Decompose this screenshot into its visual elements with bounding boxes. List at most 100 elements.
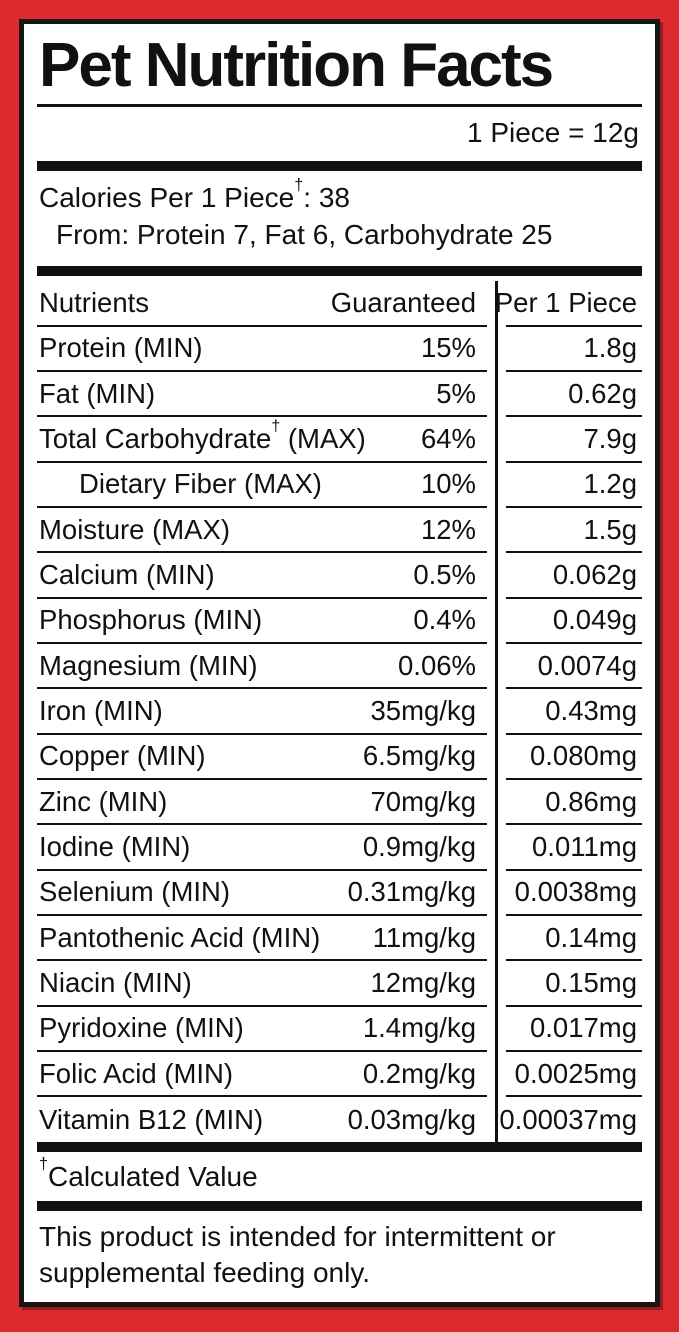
column-divider: [495, 372, 498, 418]
guaranteed-value: 35mg/kg: [370, 694, 476, 726]
nutrient-name: Copper (MIN): [39, 740, 206, 772]
table-row: Dietary Fiber (MAX) 10% 1.2g: [37, 462, 642, 509]
table-row: Phosphorus (MIN) 0.4% 0.049g: [37, 598, 642, 644]
table-row: Selenium (MIN) 0.31mg/kg 0.0038mg: [37, 870, 642, 916]
table-row: Folic Acid (MIN) 0.2mg/kg 0.0025mg: [37, 1051, 642, 1098]
thick-divider: [37, 161, 642, 172]
guaranteed-value: 70mg/kg: [370, 785, 476, 817]
per-piece-value: 0.080mg: [529, 740, 637, 772]
guaranteed-value: 64%: [420, 423, 476, 455]
guaranteed-value: 0.31mg/kg: [347, 876, 476, 908]
dagger-mark: †: [39, 1154, 49, 1173]
column-divider: [495, 779, 498, 826]
per-piece-value: 0.011mg: [532, 830, 637, 862]
nutrient-name: Iron (MIN): [39, 694, 163, 726]
guaranteed-value: 0.03mg/kg: [347, 1103, 476, 1135]
table-row: Magnesium (MIN) 0.06% 0.0074g: [37, 644, 642, 690]
column-divider: [495, 644, 498, 690]
column-divider: [495, 689, 498, 735]
page-title: Pet Nutrition Facts: [39, 31, 554, 100]
per-piece-value: 0.0038mg: [514, 876, 637, 908]
per-piece-value: 1.5g: [583, 513, 637, 545]
guaranteed-value: 1.4mg/kg: [362, 1012, 476, 1044]
calories-label: Calories Per 1 Piece: [39, 182, 295, 214]
column-divider: [495, 1006, 498, 1052]
table-row: Iodine (MIN) 0.9mg/kg 0.011mg: [37, 825, 642, 871]
table-row: Vitamin B12 (MIN) 0.03mg/kg 0.00037mg: [37, 1097, 642, 1143]
per-piece-value: 0.14mg: [545, 921, 637, 953]
column-divider: [495, 915, 498, 962]
guaranteed-value: 11mg/kg: [372, 921, 476, 953]
serving-size: 1 Piece = 12g: [466, 117, 639, 149]
table-row: Calcium (MIN) 0.5% 0.062g: [37, 553, 642, 599]
per-piece-value: 0.43mg: [545, 694, 637, 726]
column-divider: [495, 734, 498, 780]
nutrient-name: Selenium (MIN): [39, 876, 231, 908]
nutrient-name: Iodine (MIN): [39, 830, 191, 862]
per-piece-value: 0.017mg: [529, 1012, 637, 1044]
thick-divider: [37, 1142, 642, 1153]
guaranteed-value: 12%: [420, 513, 476, 545]
guaranteed-value: 0.9mg/kg: [362, 830, 476, 862]
calculated-value-note: †Calculated Value: [37, 1152, 642, 1201]
table-row: Protein (MIN) 15% 1.8g: [37, 326, 642, 373]
nutrient-name: Niacin (MIN): [39, 966, 192, 998]
nutrient-name: Phosphorus (MIN): [39, 604, 263, 636]
per-piece-value: 0.049g: [552, 604, 637, 636]
guaranteed-value: 0.2mg/kg: [362, 1057, 476, 1089]
feeding-statement: This product is intended for intermitten…: [39, 1221, 556, 1288]
per-piece-value: 7.9g: [583, 423, 637, 455]
nutrient-name: Folic Acid (MIN): [39, 1057, 234, 1089]
title-rule: [37, 104, 642, 108]
per-piece-value: 0.62g: [568, 377, 637, 409]
table-row: Total Carbohydrate† (MAX) 64% 7.9g: [37, 417, 642, 463]
nutrient-name: Pyridoxine (MIN): [39, 1012, 244, 1044]
table-row: Moisture (MAX) 12% 1.5g: [37, 508, 642, 554]
column-divider: [495, 281, 498, 327]
per-piece-value: 0.0025mg: [514, 1057, 637, 1089]
footnote-text: Calculated Value: [48, 1161, 258, 1193]
per-piece-value: 0.15mg: [545, 966, 637, 998]
nutrient-name: Total Carbohydrate† (MAX): [39, 417, 366, 455]
nutrient-name: Moisture (MAX): [39, 513, 230, 545]
per-piece-value: 0.86mg: [545, 785, 637, 817]
table-row: Copper (MIN) 6.5mg/kg 0.080mg: [37, 734, 642, 780]
column-divider: [495, 1051, 498, 1098]
nutrient-name: Vitamin B12 (MIN): [39, 1103, 264, 1135]
label-panel: Pet Nutrition Facts 1 Piece = 12g Calori…: [19, 19, 660, 1307]
guaranteed-value: 15%: [420, 332, 476, 364]
dagger-mark: †: [294, 175, 304, 194]
column-divider: [495, 825, 498, 871]
column-header-nutrients: Nutrients: [39, 287, 150, 319]
table-row: Pyridoxine (MIN) 1.4mg/kg 0.017mg: [37, 1006, 642, 1052]
table-row: Iron (MIN) 35mg/kg 0.43mg: [37, 689, 642, 735]
calories-from-line: From: Protein 7, Fat 6, Carbohydrate 25: [56, 219, 553, 251]
per-piece-value: 1.8g: [583, 332, 637, 364]
column-divider: [495, 961, 498, 1007]
column-header-guaranteed: Guaranteed: [330, 287, 476, 319]
thick-divider: [37, 1201, 642, 1212]
nutrient-name: Fat (MIN): [39, 377, 156, 409]
table-row: Zinc (MIN) 70mg/kg 0.86mg: [37, 779, 642, 826]
table-row: Pantothenic Acid (MIN) 11mg/kg 0.14mg: [37, 915, 642, 962]
guaranteed-value: 6.5mg/kg: [362, 740, 476, 772]
table-row: Fat (MIN) 5% 0.62g: [37, 372, 642, 418]
calories-block: Calories Per 1 Piece†: 38 From: Protein …: [37, 171, 642, 266]
column-divider: [495, 326, 498, 373]
nutrient-name: Dietary Fiber (MAX): [79, 468, 322, 500]
per-piece-value: 0.0074g: [537, 649, 637, 681]
column-divider: [495, 553, 498, 599]
column-divider: [495, 462, 498, 509]
nutrient-name: Magnesium (MIN): [39, 649, 258, 681]
per-piece-value: 0.062g: [552, 559, 637, 590]
guaranteed-value: 0.06%: [398, 649, 476, 681]
guaranteed-value: 5%: [436, 377, 476, 409]
nutrition-table: Nutrients Guaranteed Per 1 Piece Protein…: [37, 281, 642, 1143]
guaranteed-value: 0.5%: [413, 559, 476, 590]
guaranteed-value: 12mg/kg: [370, 966, 476, 998]
calories-line: Calories Per 1 Piece†: 38: [39, 177, 642, 217]
calories-value: : 38: [303, 182, 350, 214]
column-divider: [495, 598, 498, 644]
table-row: Niacin (MIN) 12mg/kg 0.15mg: [37, 961, 642, 1007]
